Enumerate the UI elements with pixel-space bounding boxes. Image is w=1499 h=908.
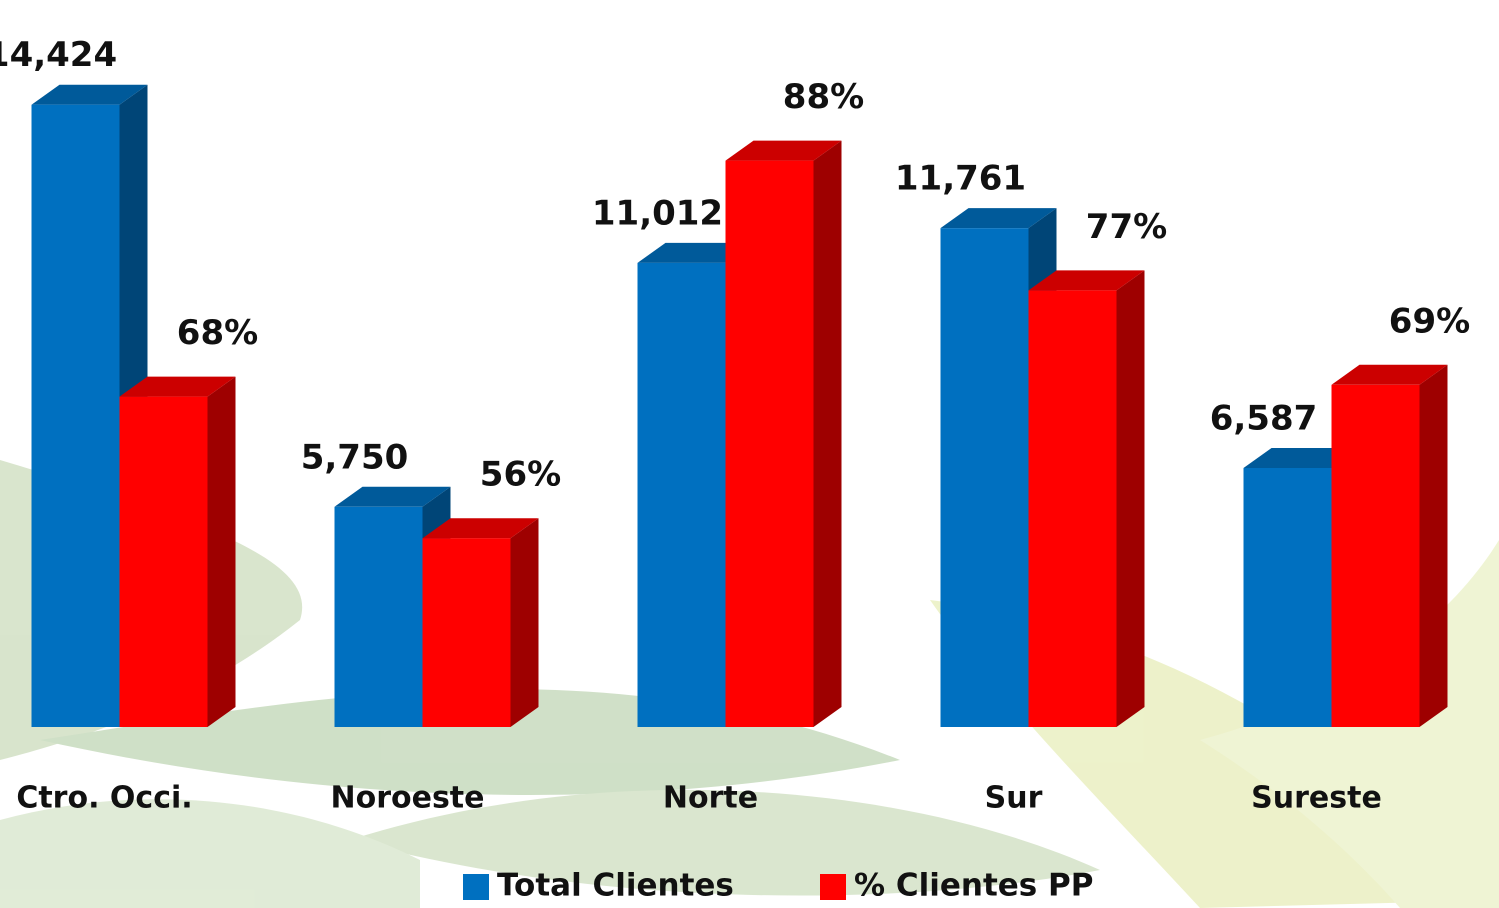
bar xyxy=(119,396,208,727)
legend-swatch xyxy=(463,874,489,900)
bar-side xyxy=(813,140,842,728)
bar xyxy=(637,262,726,727)
x-tick-label: Ctro. Occi. xyxy=(16,781,192,816)
bar-side xyxy=(1116,270,1145,727)
bar xyxy=(1028,290,1117,727)
bar-top xyxy=(1028,270,1145,291)
x-tick-label: Norte xyxy=(663,781,758,816)
bar xyxy=(334,506,423,727)
legend-label: % Clientes PP xyxy=(854,868,1093,904)
bar-top xyxy=(637,242,754,263)
x-tick-label: Sureste xyxy=(1251,781,1382,816)
value-label: 69% xyxy=(1389,301,1470,341)
bar-top xyxy=(334,486,451,507)
bar xyxy=(31,104,120,727)
value-label: 11,012 xyxy=(592,193,723,233)
legend-label: Total Clientes xyxy=(497,868,734,904)
bar-top xyxy=(1243,448,1360,469)
value-label: 14,424 xyxy=(0,35,117,75)
bar-top xyxy=(422,518,539,539)
value-label: 56% xyxy=(480,455,561,495)
value-label: 6,587 xyxy=(1210,399,1318,439)
x-tick-label: Sur xyxy=(985,781,1043,816)
x-tick-label: Noroeste xyxy=(330,781,484,816)
value-label: 77% xyxy=(1086,207,1167,247)
bar-top xyxy=(119,376,236,397)
bar-side xyxy=(510,518,539,727)
value-label: 5,750 xyxy=(301,437,409,477)
value-label: 68% xyxy=(177,313,258,353)
bar-top xyxy=(940,208,1057,229)
bar-side xyxy=(207,376,236,727)
bar-top xyxy=(31,84,148,105)
value-label: 88% xyxy=(783,77,864,117)
bar xyxy=(1331,384,1420,727)
bar-top xyxy=(1331,364,1448,385)
bar xyxy=(725,160,814,728)
bar-top xyxy=(725,140,842,161)
bar xyxy=(940,228,1029,727)
bar xyxy=(1243,468,1332,727)
value-label: 11,761 xyxy=(895,159,1026,199)
legend-swatch xyxy=(820,874,846,900)
bar-side xyxy=(1419,364,1448,727)
bar xyxy=(422,538,511,727)
